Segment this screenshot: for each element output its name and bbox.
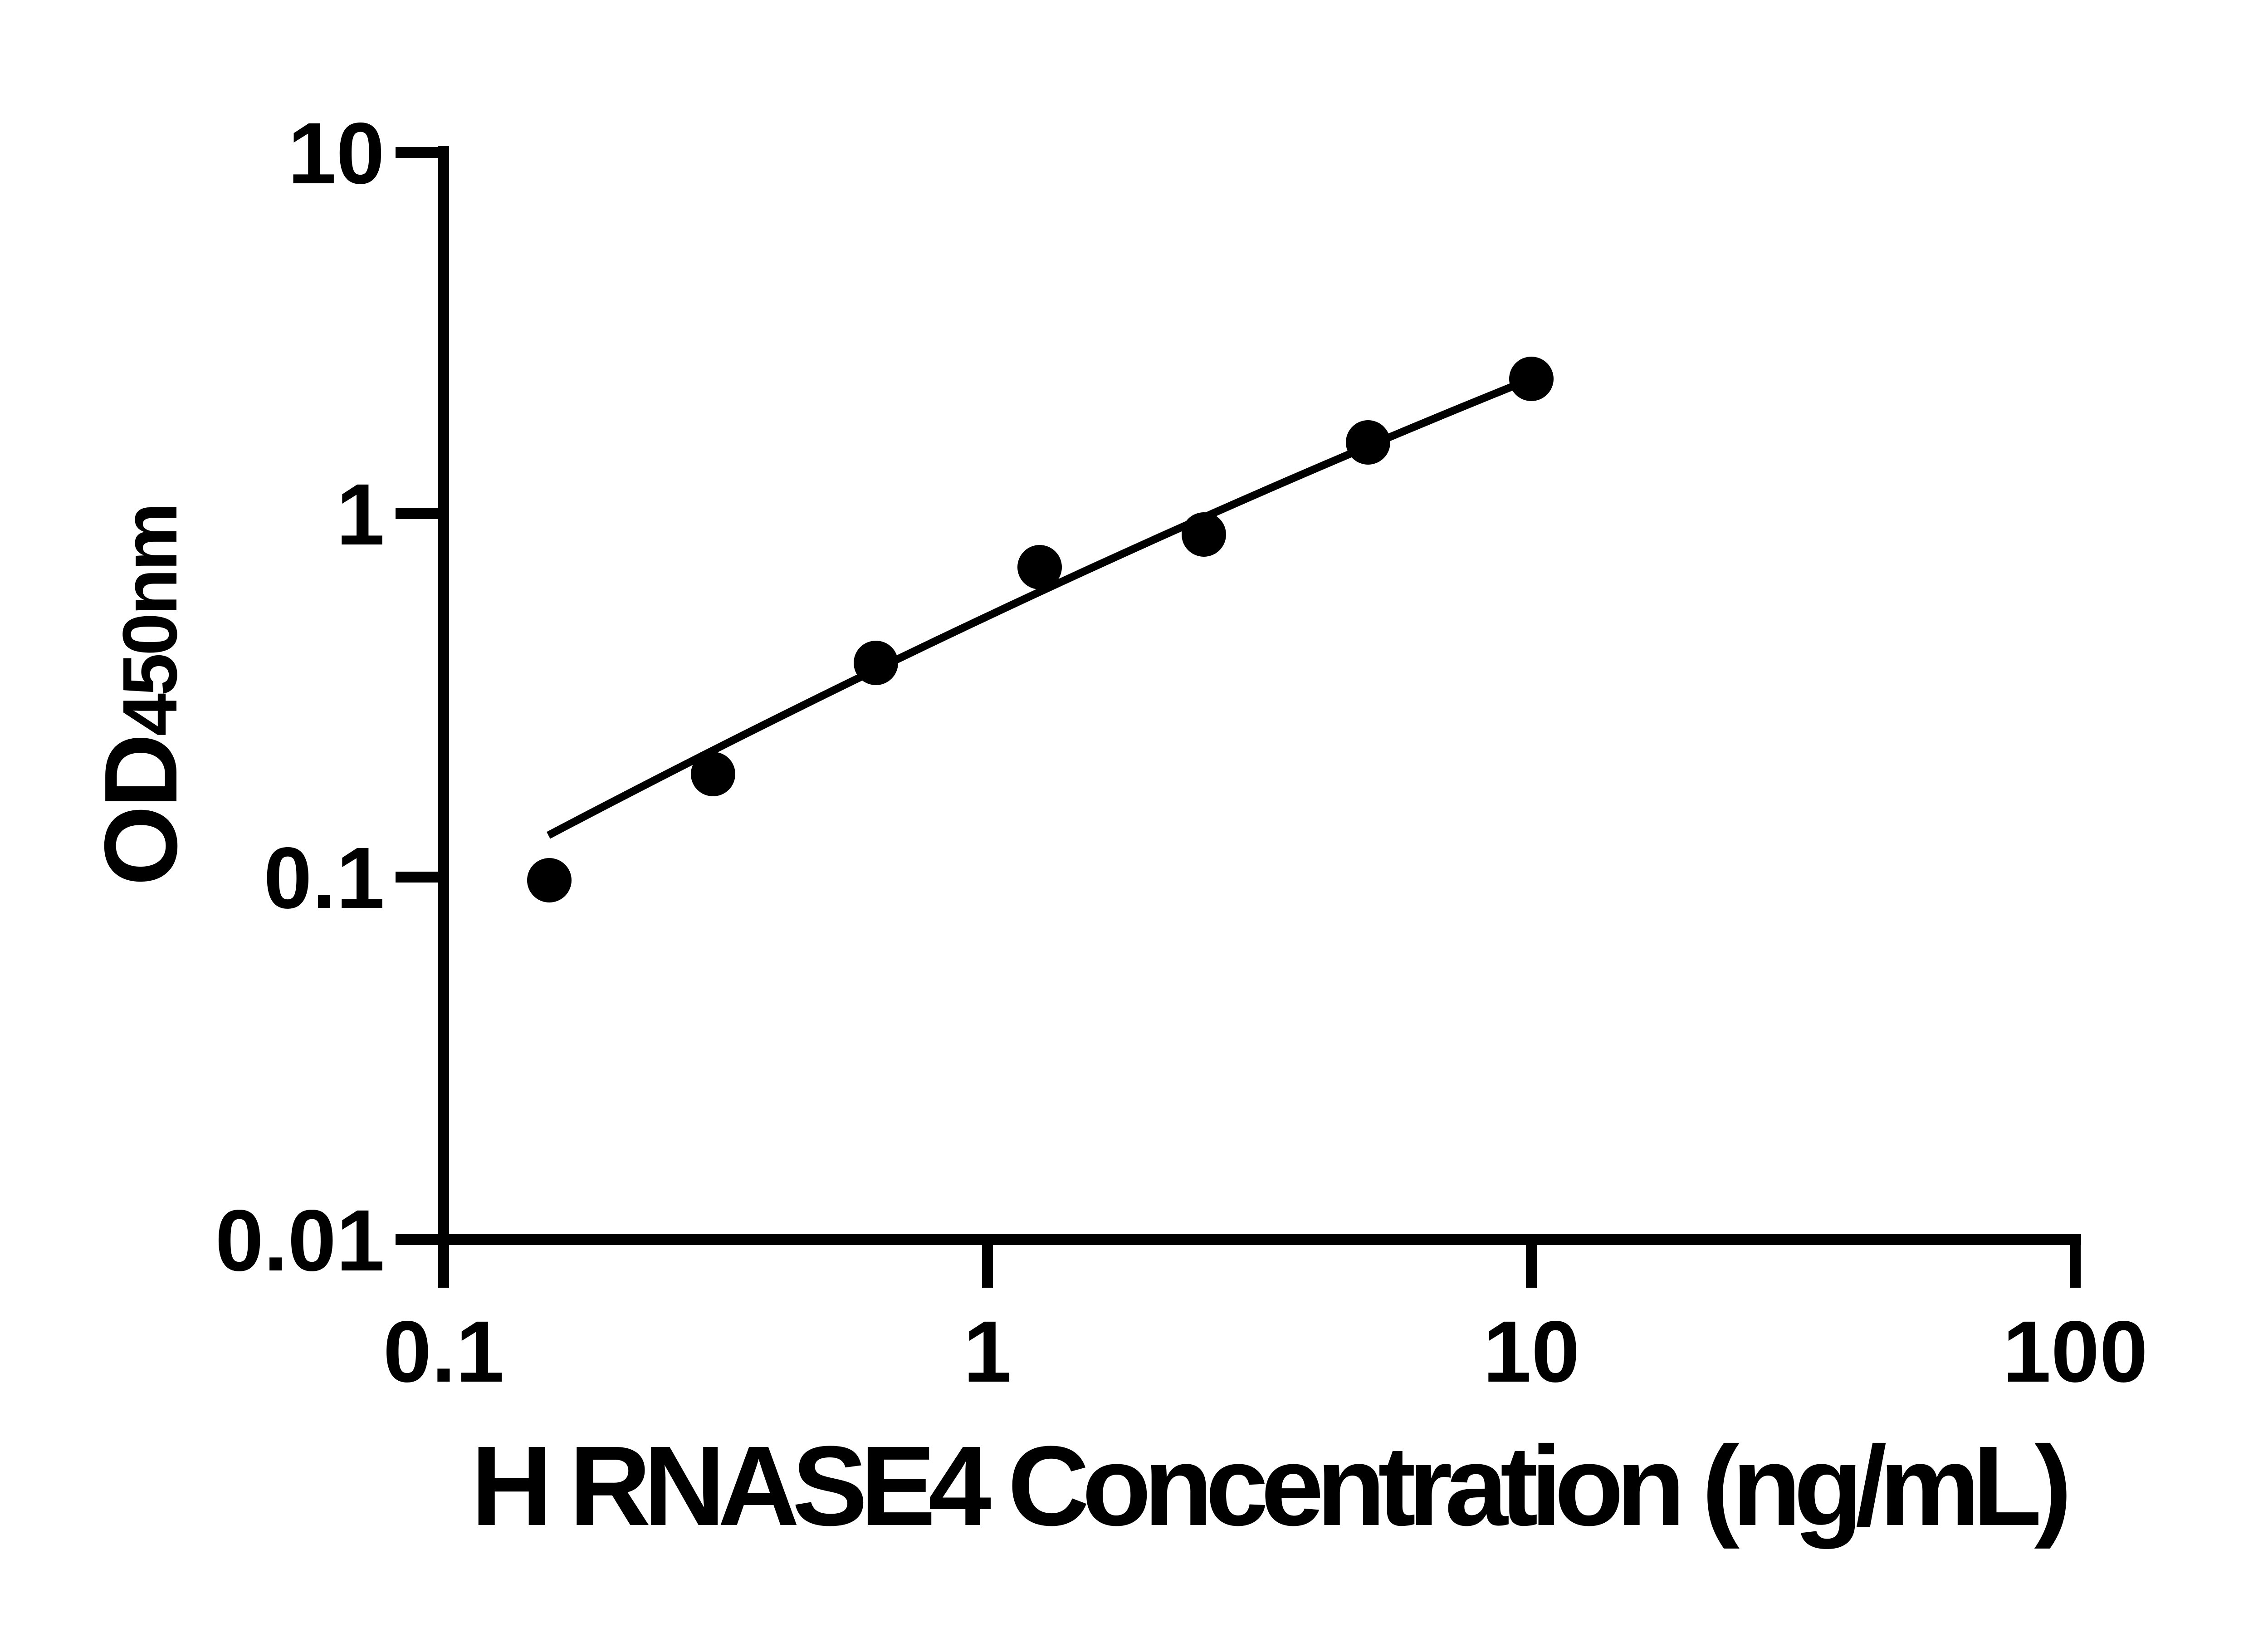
svg-text:H RNASE4 Concentration (ng/mL): H RNASE4 Concentration (ng/mL): [471, 1422, 2072, 1549]
svg-text:10: 10: [288, 104, 385, 202]
svg-text:OD450nm: OD450nm: [83, 503, 199, 886]
svg-text:10: 10: [1483, 1303, 1580, 1400]
svg-text:0.1: 0.1: [383, 1303, 504, 1400]
svg-text:0.1: 0.1: [264, 829, 385, 927]
svg-text:100: 100: [2003, 1303, 2148, 1400]
svg-text:0.01: 0.01: [215, 1192, 385, 1289]
svg-text:1: 1: [336, 466, 385, 563]
svg-text:1: 1: [963, 1303, 1012, 1400]
